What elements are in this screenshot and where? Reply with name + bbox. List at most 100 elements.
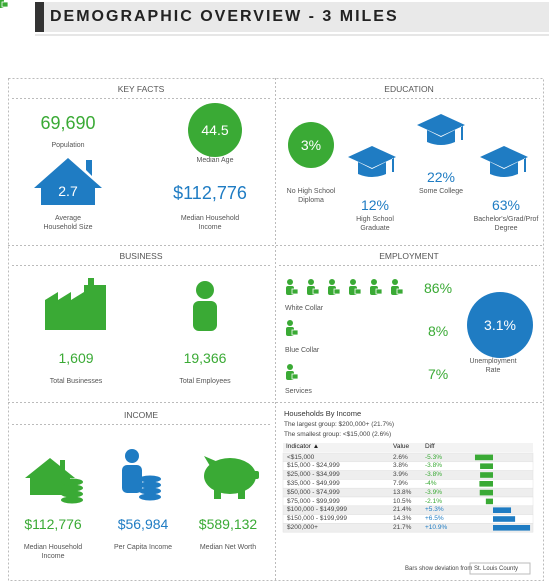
row-value: 3.8% <box>393 462 408 470</box>
header-accent <box>35 2 44 32</box>
piggy-icon <box>204 456 259 499</box>
income-value: $589,132 <box>198 516 258 532</box>
row-value: 10.5% <box>393 497 412 505</box>
population-label: Population <box>51 142 85 149</box>
per-capita-icon <box>122 449 161 501</box>
household-size-label: Average Household Size <box>43 215 93 231</box>
row-indicator: $35,000 - $49,999 <box>287 479 340 487</box>
employment-value: 7% <box>428 366 449 382</box>
section-title: INCOME <box>124 410 158 420</box>
education-value: 3% <box>300 137 322 153</box>
diff-bar <box>480 472 493 478</box>
table-footer: Bars show deviation from <box>405 566 473 572</box>
employees-label: Total Employees <box>179 378 231 385</box>
table-header-bg <box>283 443 533 452</box>
education-value: 63% <box>491 197 521 213</box>
income-label: Per Capita Income <box>114 544 172 551</box>
education-value: 22% <box>426 169 456 185</box>
row-value: 13.8% <box>393 488 412 496</box>
row-diff: +6.5% <box>425 515 444 523</box>
employee-icon <box>193 281 217 331</box>
row-indicator: $100,000 - $149,999 <box>287 506 347 514</box>
reference-select[interactable]: St. Louis County <box>474 566 519 572</box>
diff-bar <box>493 525 531 531</box>
section-title: EDUCATION <box>384 84 434 94</box>
employment-icons <box>0 0 404 381</box>
employment-value: 8% <box>428 323 449 339</box>
table-title: Households By Income <box>284 409 362 418</box>
row-diff: -3.9% <box>425 488 442 496</box>
row-value: 7.9% <box>393 479 408 487</box>
row-value: 14.3% <box>393 515 412 523</box>
education-label: No High School Diploma <box>286 188 336 204</box>
table-graphics <box>282 443 534 575</box>
row-diff: -5.3% <box>425 453 442 461</box>
row-value: 21.4% <box>393 506 412 514</box>
age-value: 44.5 <box>201 122 229 138</box>
table-note: The largest group: $200,000+ (21.7%) <box>284 421 395 428</box>
employment-value: 86% <box>424 280 453 296</box>
row-diff: -2.1% <box>425 497 442 505</box>
income-house-icon <box>25 458 83 504</box>
unemployment-circle <box>467 292 533 358</box>
section-title: EMPLOYMENT <box>379 251 439 261</box>
age-circle <box>188 103 242 157</box>
education-circle <box>288 122 334 168</box>
employees-value: 19,366 <box>183 350 227 366</box>
employment-label: Services <box>285 388 312 395</box>
household-size-value: 2.7 <box>58 183 78 199</box>
row-indicator: $150,000 - $199,999 <box>287 515 347 523</box>
column-header[interactable]: Value <box>393 443 410 450</box>
income-value: $112,776 <box>24 516 82 532</box>
unemployment-value: 3.1% <box>484 317 516 333</box>
diff-bar <box>474 454 493 461</box>
table-row <box>282 452 534 463</box>
row-indicator: $75,000 - $99,999 <box>287 497 340 505</box>
diff-bar <box>479 481 493 487</box>
row-indicator: $25,000 - $34,999 <box>287 471 340 479</box>
header-bar <box>35 2 549 32</box>
education-value: 12% <box>360 197 390 213</box>
section-title: BUSINESS <box>119 251 163 261</box>
column-header[interactable]: Diff <box>425 443 435 450</box>
education-label: Bachelor's/Grad/Prof Degree <box>473 216 539 232</box>
education-label: High School Graduate <box>356 216 394 232</box>
row-indicator: $50,000 - $74,999 <box>287 488 340 496</box>
diff-bar <box>479 489 493 496</box>
diff-bar <box>480 463 493 469</box>
row-indicator: $200,000+ <box>287 523 318 531</box>
income-value: $112,776 <box>173 183 247 203</box>
age-label: Median Age <box>196 157 234 164</box>
row-value: 3.9% <box>393 471 408 479</box>
row-value: 21.7% <box>393 523 412 531</box>
factory-icon <box>45 278 106 330</box>
cap-icons <box>348 114 528 177</box>
income-label: Median Net Worth <box>199 544 257 551</box>
row-indicator: $15,000 - $24,999 <box>287 462 340 470</box>
population-value: 69,690 <box>40 113 96 133</box>
income-value: $56,984 <box>117 516 169 532</box>
column-header[interactable]: Indicator ▲ <box>286 443 320 450</box>
row-diff: -3.8% <box>425 471 442 479</box>
row-diff: +10.9% <box>425 523 448 531</box>
employment-label: Blue Collar <box>285 347 320 354</box>
row-diff: -4% <box>425 479 437 487</box>
table-row <box>282 523 534 533</box>
income-label: Median Household Income <box>23 544 83 560</box>
row-diff: -3.8% <box>425 462 442 470</box>
reference-box[interactable] <box>469 562 531 575</box>
income-label: Median Household Income <box>180 215 240 231</box>
row-indicator: <$15,000 <box>287 453 315 461</box>
education-label: Some College <box>419 188 463 195</box>
diff-bar <box>493 516 516 522</box>
diff-bar <box>485 498 493 505</box>
section-title: KEY FACTS <box>117 84 165 94</box>
employment-label: White Collar <box>285 305 324 312</box>
page-title: DEMOGRAPHIC OVERVIEW - 3 MILES <box>50 8 399 25</box>
row-value: 2.6% <box>393 453 408 461</box>
unemployment-label: Unemployment Rate <box>469 358 517 374</box>
house-icon <box>34 158 102 205</box>
diff-bar <box>493 507 512 513</box>
